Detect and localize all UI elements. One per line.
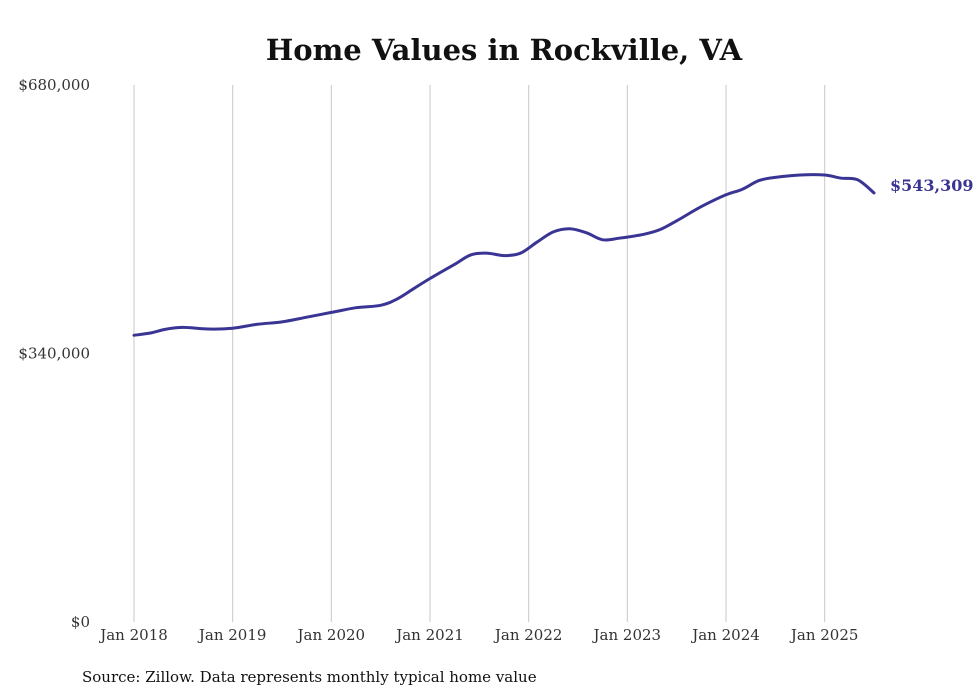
x-tick-label: Jan 2020: [296, 626, 366, 644]
x-tick-label: Jan 2018: [98, 626, 168, 644]
chart-title: Home Values in Rockville, VA: [266, 33, 743, 67]
x-tick-label: Jan 2025: [789, 626, 859, 644]
series-layer: $543,309: [132, 173, 974, 337]
gridlines: [133, 85, 826, 622]
end-value-label: $543,309: [890, 176, 974, 195]
series-line: [132, 173, 876, 337]
x-axis: Jan 2018 Jan 2019 Jan 2020 Jan 2021 Jan 2022…: [98, 626, 858, 644]
x-tick-label: Jan 2023: [592, 626, 662, 644]
x-tick-label: Jan 2021: [394, 626, 464, 644]
x-tick-label: Jan 2022: [493, 626, 563, 644]
y-tick-label: $680,000: [18, 76, 90, 94]
y-tick-label: $0: [71, 613, 90, 631]
y-axis: $0 $340,000 $680,000: [18, 76, 90, 631]
source-note: Source: Zillow. Data represents monthly …: [82, 668, 537, 686]
x-tick-label: Jan 2019: [197, 626, 267, 644]
x-tick-label: Jan 2024: [690, 626, 760, 644]
y-tick-label: $340,000: [18, 345, 90, 363]
